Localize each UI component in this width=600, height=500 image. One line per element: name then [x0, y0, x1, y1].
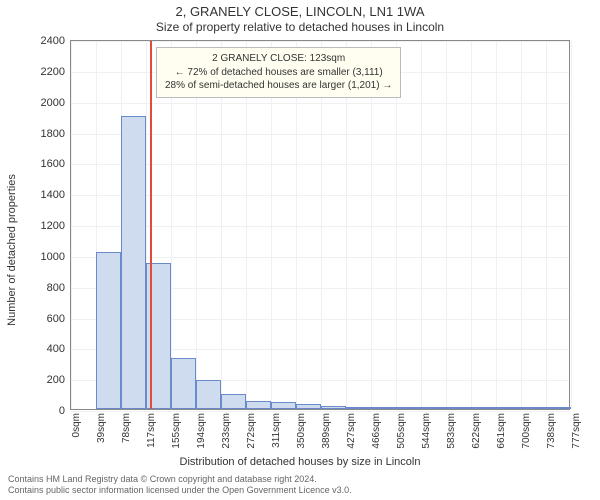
x-tick-label: 700sqm: [521, 413, 532, 449]
y-tick-label: 400: [47, 343, 65, 355]
vertical-gridline: [446, 41, 447, 409]
y-tick-label: 1200: [41, 220, 65, 232]
property-annotation-box: 2 GRANELY CLOSE: 123sqm ← 72% of detache…: [156, 47, 401, 98]
chart-title-address: 2, GRANELY CLOSE, LINCOLN, LN1 1WA: [0, 4, 600, 19]
y-tick-label: 0: [59, 405, 65, 417]
vertical-gridline: [421, 41, 422, 409]
histogram-bar: [371, 407, 396, 409]
histogram-bar: [446, 407, 471, 409]
annotation-line2: ← 72% of detached houses are smaller (3,…: [165, 66, 392, 80]
x-axis-label: Distribution of detached houses by size …: [0, 456, 600, 468]
histogram-bar: [496, 407, 521, 409]
y-tick-label: 1800: [41, 128, 65, 140]
horizontal-gridline: [71, 411, 569, 412]
histogram-bar: [471, 407, 496, 409]
x-tick-label: 661sqm: [496, 413, 507, 449]
y-tick-label: 600: [47, 313, 65, 325]
vertical-gridline: [546, 41, 547, 409]
histogram-bar: [246, 401, 271, 409]
y-tick-label: 1000: [41, 251, 65, 263]
x-tick-label: 39sqm: [96, 413, 107, 443]
y-axis-label: Number of detached properties: [6, 174, 18, 326]
y-tick-label: 1600: [41, 158, 65, 170]
chart-subtitle: Size of property relative to detached ho…: [0, 20, 600, 34]
x-tick-label: 117sqm: [146, 413, 157, 448]
property-marker-line: [150, 41, 152, 409]
x-tick-label: 0sqm: [71, 413, 82, 437]
vertical-gridline: [71, 41, 72, 409]
x-tick-label: 505sqm: [396, 413, 407, 449]
vertical-gridline: [496, 41, 497, 409]
x-tick-label: 738sqm: [546, 413, 557, 449]
horizontal-gridline: [71, 103, 569, 104]
x-tick-label: 544sqm: [421, 413, 432, 449]
x-tick-label: 233sqm: [221, 413, 232, 449]
histogram-bar: [396, 407, 421, 409]
histogram-bar: [121, 116, 146, 409]
histogram-bar: [171, 358, 196, 409]
y-tick-label: 200: [47, 374, 65, 386]
y-tick-label: 800: [47, 282, 65, 294]
plot-area: 0sqm39sqm78sqm117sqm155sqm194sqm233sqm27…: [70, 40, 570, 410]
y-tick-label: 2400: [41, 35, 65, 47]
y-tick-label: 1400: [41, 189, 65, 201]
horizontal-gridline: [71, 41, 569, 42]
vertical-gridline: [571, 41, 572, 409]
vertical-gridline: [521, 41, 522, 409]
x-tick-label: 272sqm: [246, 413, 257, 449]
x-tick-label: 350sqm: [296, 413, 307, 449]
x-tick-label: 427sqm: [346, 413, 357, 449]
x-tick-label: 583sqm: [446, 413, 457, 449]
histogram-bar: [96, 252, 121, 409]
annotation-line3: 28% of semi-detached houses are larger (…: [165, 79, 392, 93]
histogram-bar: [221, 394, 246, 409]
histogram-bar: [196, 380, 221, 409]
histogram-bar: [296, 404, 321, 409]
histogram-bar: [321, 406, 346, 409]
x-tick-label: 389sqm: [321, 413, 332, 449]
x-tick-label: 777sqm: [571, 413, 582, 449]
y-tick-label: 2200: [41, 66, 65, 78]
x-tick-label: 311sqm: [271, 413, 282, 448]
y-tick-label: 2000: [41, 97, 65, 109]
x-tick-label: 466sqm: [371, 413, 382, 449]
histogram-bar: [521, 407, 546, 409]
chart-container: 2, GRANELY CLOSE, LINCOLN, LN1 1WA Size …: [0, 0, 600, 500]
histogram-bar: [421, 407, 446, 409]
x-tick-label: 194sqm: [196, 413, 207, 449]
vertical-gridline: [471, 41, 472, 409]
annotation-line1: 2 GRANELY CLOSE: 123sqm: [165, 52, 392, 66]
histogram-bar: [271, 402, 296, 409]
attribution-footer: Contains HM Land Registry data © Crown c…: [8, 474, 352, 497]
x-tick-label: 622sqm: [471, 413, 482, 449]
histogram-bar: [346, 407, 371, 409]
footer-line2: Contains public sector information licen…: [8, 485, 352, 496]
footer-line1: Contains HM Land Registry data © Crown c…: [8, 474, 352, 485]
histogram-bar: [546, 407, 571, 409]
x-tick-label: 155sqm: [171, 413, 182, 449]
x-tick-label: 78sqm: [121, 413, 132, 443]
